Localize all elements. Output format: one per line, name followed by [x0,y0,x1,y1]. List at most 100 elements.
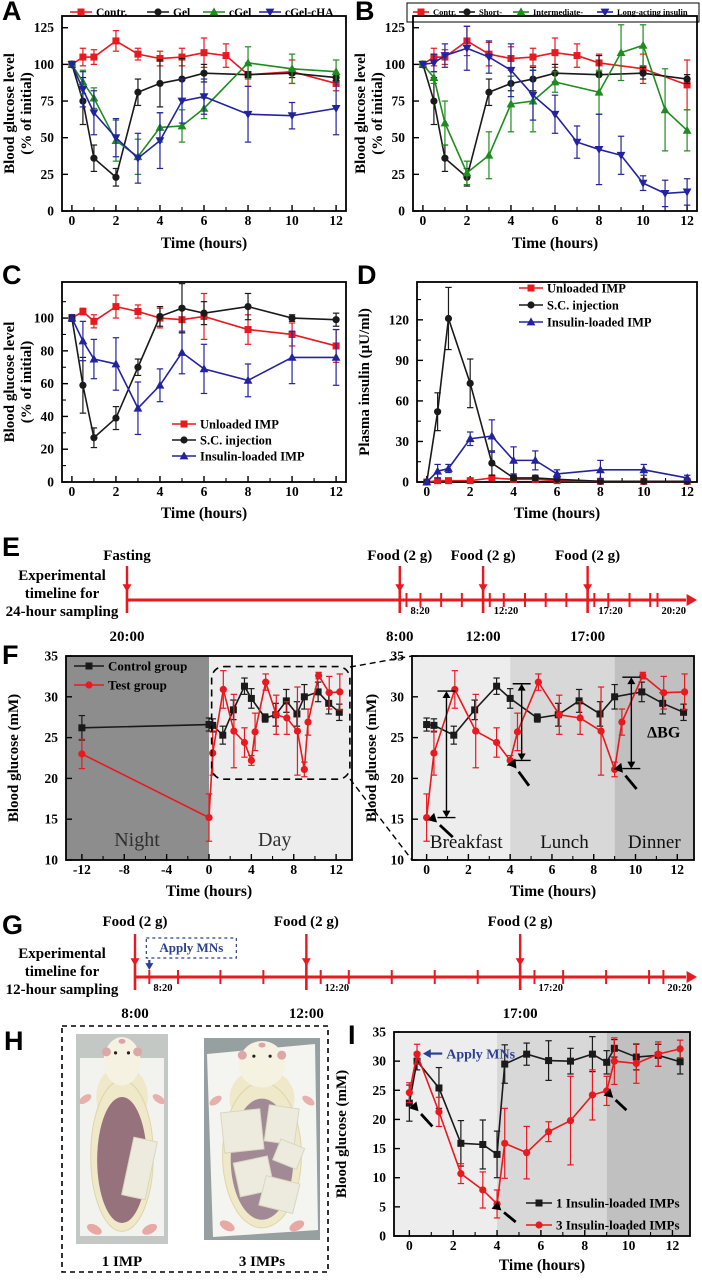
svg-text:Contr.: Contr. [96,7,127,19]
svg-text:10: 10 [636,213,650,228]
svg-text:8: 8 [596,213,603,228]
svg-text:50: 50 [41,130,55,145]
svg-text:Unloaded IMP: Unloaded IMP [547,282,626,296]
series-insulin-loaded-imp [422,419,692,486]
svg-text:Insulin-loaded IMP: Insulin-loaded IMP [547,316,652,330]
imp-patch [258,1175,301,1215]
panel-f-right-chart-host: 0 2 4 6 8 10 12 10 15 20 25 30 35 Breakfast Lunch Dinne… [360,642,702,904]
svg-text:cGel: cGel [229,7,251,19]
svg-text:Food (2 g): Food (2 g) [488,914,553,930]
panel-g-letter: G [2,910,24,940]
svg-text:4: 4 [248,862,255,877]
legend: Unloaded IMP S.C. injection Insulin-loaded… [172,418,305,464]
svg-text:8:00: 8:00 [121,1006,149,1018]
svg-text:8: 8 [590,862,597,877]
svg-text:17:20: 17:20 [598,606,623,617]
panel-f_left-chart: -12 -8 -4 0 4 8 12 10 15 20 25 30 35 Control group Tes… [6,649,353,900]
svg-text:4: 4 [508,213,515,228]
svg-text:12:00: 12:00 [289,1006,324,1018]
svg-text:-12: -12 [73,862,91,877]
svg-text:Time (hours): Time (hours) [161,235,247,252]
svg-text:Food (2 g): Food (2 g) [274,914,339,930]
svg-text:35: 35 [373,1025,387,1040]
svg-text:20: 20 [41,442,55,457]
svg-text:Blood glucose (mM): Blood glucose (mM) [6,694,22,822]
svg-text:Experimental: Experimental [18,946,106,962]
svg-text:Long-acting insulin: Long-acting insulin [617,7,688,17]
svg-text:25: 25 [373,1083,387,1098]
svg-text:60: 60 [41,376,55,391]
svg-text:Food (2 g): Food (2 g) [451,548,516,564]
svg-text:Unloaded IMP: Unloaded IMP [200,418,279,432]
panel-g-timeline: Experimental timeline for 12-hour sampling… [6,914,697,1018]
svg-text:Short-: Short- [479,7,502,17]
svg-text:3 Insulin-loaded IMPs: 3 Insulin-loaded IMPs [556,1218,680,1233]
svg-text:2: 2 [467,484,474,499]
panel-i: 0 2 4 6 8 10 12 0 5 10 15 20 25 30 35 1 Insulin-loaded … [330,1018,702,1280]
imp-patch [121,1136,158,1201]
annotation-text: Dinner [628,832,681,853]
panel-h-photos-svg: 1 IMP 3 IMPs [61,1025,329,1273]
svg-text:Apply MNs: Apply MNs [159,940,223,955]
svg-text:timeline for: timeline for [25,586,100,602]
svg-text:2: 2 [465,862,472,877]
svg-text:8: 8 [597,484,604,499]
svg-text:Plasma insulin (μU/ml): Plasma insulin (μU/ml) [357,308,373,456]
svg-text:12: 12 [680,213,694,228]
rat-photo-2 [204,1038,320,1240]
svg-text:Time (hours): Time (hours) [510,883,596,900]
svg-text:10: 10 [391,853,405,868]
svg-text:4: 4 [494,1238,501,1253]
svg-text:12: 12 [666,1238,680,1253]
svg-text:17:20: 17:20 [538,983,563,994]
annotation-varrow2 [437,690,456,819]
svg-text:20:20: 20:20 [661,606,686,617]
series-control-group [423,677,688,745]
annotation-arrow [507,758,531,787]
panel-b-chart: 0 2 4 6 8 10 12 0 25 50 75 100 125 Contr. Short- Interm… [353,2,700,252]
svg-text:4: 4 [510,484,517,499]
svg-text:Time (hours): Time (hours) [166,883,252,900]
svg-text:12: 12 [671,862,685,877]
svg-text:8: 8 [245,484,252,499]
svg-text:25: 25 [392,167,406,182]
svg-text:S.C. injection: S.C. injection [200,434,272,448]
svg-text:Night: Night [114,829,160,851]
panel-d: 0 2 4 6 8 10 12 0 30 60 90 120 Unloaded IMP S.C. inje… [351,258,702,530]
panel-g-host: Experimental timeline for 12-hour sampling… [0,904,702,1018]
svg-text:Blood glucose level: Blood glucose level [353,53,369,174]
svg-text:Blood glucose level: Blood glucose level [2,53,18,174]
svg-text:30: 30 [45,689,59,704]
annotation-text: Lunch [540,832,589,853]
svg-text:3 IMPs: 3 IMPs [239,1254,285,1270]
svg-text:35: 35 [391,649,405,664]
svg-text:20:20: 20:20 [667,983,692,994]
svg-text:0: 0 [423,862,430,877]
svg-text:Blood glucose level: Blood glucose level [2,322,18,443]
svg-text:100: 100 [34,57,55,72]
svg-text:12: 12 [329,213,343,228]
svg-text:100: 100 [34,311,55,326]
svg-text:10: 10 [373,1170,387,1185]
panel-i-letter: I [348,1020,356,1050]
axes: 0 2 4 6 8 10 12 0 5 10 15 20 25 30 35 [373,1025,680,1254]
svg-text:0: 0 [47,475,54,490]
annotation-arrow [409,1101,434,1128]
panel-b-letter: B [355,0,375,26]
series-insulin-loaded-imp [67,313,341,436]
svg-text:24-hour sampling: 24-hour sampling [6,604,119,620]
svg-text:6: 6 [201,484,208,499]
axes: -12 -8 -4 0 4 8 12 10 15 20 25 30 35 [45,649,344,878]
svg-text:20:00: 20:00 [110,629,145,642]
svg-text:10: 10 [637,484,651,499]
series-test-group [423,670,689,842]
imp-patch [220,1108,265,1154]
svg-text:20: 20 [373,1112,387,1127]
svg-text:125: 125 [34,20,55,35]
panel-h-photos: 1 IMP 3 IMPs [0,1018,340,1280]
panel-g-timeline: Experimental timeline for 12-hour sampling… [0,904,702,1018]
axes: 0 2 4 6 8 10 12 0 20 40 60 80 100 [34,301,343,499]
svg-text:12:20: 12:20 [325,983,350,994]
svg-text:8: 8 [290,862,297,877]
